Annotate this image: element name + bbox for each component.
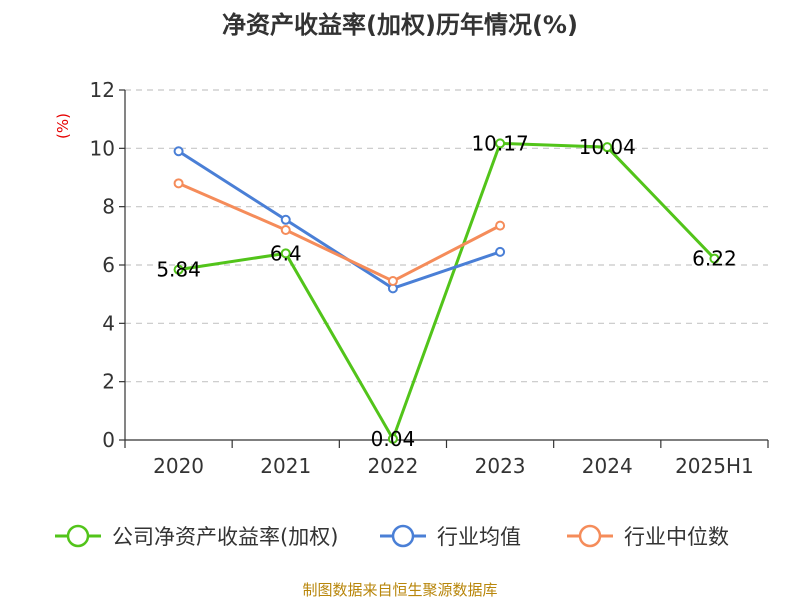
legend[interactable]: 公司净资产收益率(加权) 行业均值 行业中位数: [55, 524, 729, 549]
y-tick-label: 2: [102, 370, 115, 394]
data-point[interactable]: [173, 264, 184, 275]
data-label: 10.04: [579, 135, 636, 159]
x-tick-label: 2025H1: [675, 454, 754, 478]
x-tick-label: 2024: [582, 454, 633, 478]
series-line: [177, 181, 501, 283]
x-tick-label: 2020: [153, 454, 204, 478]
data-label: 5.84: [156, 258, 201, 282]
data-point[interactable]: [495, 246, 506, 257]
y-tick-label: 6: [102, 253, 115, 277]
series-line: [177, 149, 501, 290]
axes: 0 2 4 6 8 10 12 2020 2021 2022 2023 2024 2025H1: [90, 78, 769, 478]
data-point[interactable]: [387, 433, 398, 444]
y-tick-label: 8: [102, 195, 115, 219]
data-point[interactable]: [602, 142, 613, 153]
x-tick-label: 2022: [367, 454, 418, 478]
chart-title: 净资产收益率(加权)历年情况(%): [222, 11, 578, 39]
y-tick-label: 10: [90, 136, 115, 160]
x-tick-label: 2023: [475, 454, 526, 478]
data-label: 0.04: [371, 427, 416, 451]
y-tick-label: 4: [102, 311, 115, 335]
data-source-note: 制图数据来自恒生聚源数据库: [302, 581, 497, 599]
data-labels: 5.84 6.4 0.04 10.17 10.04 6.22: [156, 131, 736, 450]
x-tick-label: 2021: [260, 454, 311, 478]
data-point[interactable]: [173, 146, 184, 157]
data-label: 6.22: [692, 247, 737, 271]
legend-item[interactable]: 公司净资产收益率(加权): [55, 524, 338, 549]
data-point[interactable]: [709, 253, 720, 264]
legend-label: 公司净资产收益率(加权): [112, 525, 338, 549]
data-label: 10.17: [471, 131, 528, 155]
y-tick-label: 12: [90, 78, 115, 102]
legend-marker-icon: [578, 524, 602, 548]
y-axis-unit-label: (%): [54, 113, 72, 139]
legend-item[interactable]: 行业中位数: [567, 524, 729, 549]
data-label: 6.4: [270, 241, 302, 265]
y-tick-label: 0: [102, 428, 115, 452]
legend-marker-icon: [391, 524, 415, 548]
series-line: [178, 141, 716, 441]
data-point[interactable]: [280, 248, 291, 259]
legend-label: 行业中位数: [624, 525, 729, 549]
legend-marker-icon: [66, 524, 90, 548]
series-lines: [173, 138, 720, 444]
grid-lines: [125, 89, 768, 383]
data-point[interactable]: [387, 276, 398, 287]
data-point[interactable]: [495, 220, 506, 231]
data-point[interactable]: [495, 138, 506, 149]
data-point[interactable]: [280, 214, 291, 225]
legend-item[interactable]: 行业均值: [380, 524, 521, 549]
data-point[interactable]: [280, 225, 291, 235]
legend-label: 行业均值: [437, 525, 521, 549]
data-point[interactable]: [173, 178, 184, 189]
